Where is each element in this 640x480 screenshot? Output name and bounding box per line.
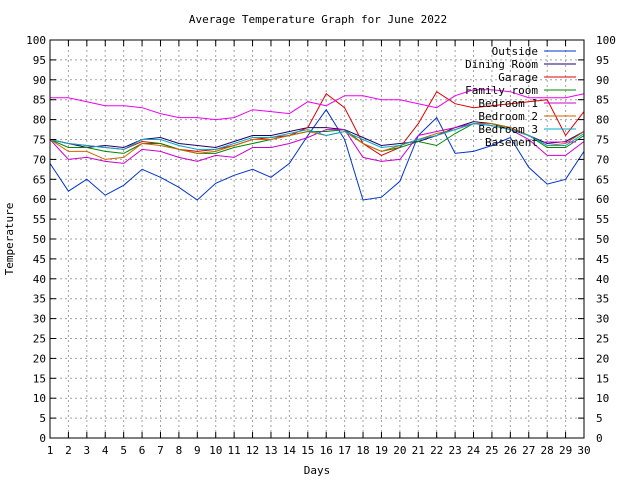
y-tick-label-right: 80 [596, 114, 609, 127]
y-tick-label-right: 15 [596, 372, 609, 385]
y-tick-label-right: 65 [596, 173, 609, 186]
y-tick-label-left: 80 [33, 114, 46, 127]
x-tick-label: 8 [176, 444, 183, 457]
y-tick-label-right: 25 [596, 333, 609, 346]
y-tick-label-left: 0 [39, 432, 46, 445]
chart-title: Average Temperature Graph for June 2022 [189, 13, 447, 26]
x-tick-label: 24 [467, 444, 481, 457]
x-tick-label: 12 [246, 444, 259, 457]
x-tick-label: 2 [65, 444, 72, 457]
x-tick-label: 4 [102, 444, 109, 457]
y-tick-label-right: 100 [596, 34, 616, 47]
y-tick-label-left: 45 [33, 253, 46, 266]
x-tick-label: 6 [139, 444, 146, 457]
x-tick-label: 17 [338, 444, 351, 457]
legend-label: Outside [492, 45, 538, 58]
x-tick-label: 13 [264, 444, 277, 457]
y-tick-label-left: 30 [33, 313, 46, 326]
y-axis-label: Temperature [3, 203, 16, 276]
x-tick-label: 3 [84, 444, 91, 457]
x-tick-label: 16 [320, 444, 333, 457]
y-tick-label-left: 10 [33, 392, 46, 405]
x-tick-label: 20 [393, 444, 406, 457]
y-tick-label-right: 85 [596, 94, 609, 107]
y-tick-label-right: 95 [596, 54, 609, 67]
series-line-basement [50, 89, 585, 121]
y-tick-label-left: 5 [39, 412, 46, 425]
x-tick-label: 26 [504, 444, 517, 457]
x-tick-label: 7 [157, 444, 164, 457]
x-tick-label: 23 [448, 444, 461, 457]
y-tick-label-right: 60 [596, 193, 609, 206]
y-tick-label-right: 20 [596, 352, 609, 365]
y-tick-label-right: 50 [596, 233, 609, 246]
y-tick-label-right: 35 [596, 293, 609, 306]
y-tick-label-left: 55 [33, 213, 46, 226]
y-tick-label-left: 35 [33, 293, 46, 306]
x-tick-label: 27 [522, 444, 535, 457]
y-tick-label-left: 90 [33, 74, 46, 87]
axis-ticks [49, 39, 585, 439]
x-tick-label: 28 [541, 444, 554, 457]
legend-label: Basement [485, 136, 538, 149]
y-tick-label-right: 5 [596, 412, 603, 425]
y-tick-label-left: 25 [33, 333, 46, 346]
y-tick-label-right: 40 [596, 273, 609, 286]
x-axis-label: Days [304, 464, 331, 477]
x-tick-label: 22 [430, 444, 443, 457]
x-tick-label: 9 [194, 444, 201, 457]
y-tick-label-right: 55 [596, 213, 609, 226]
x-tick-label: 25 [485, 444, 498, 457]
y-tick-label-left: 85 [33, 94, 46, 107]
y-tick-label-right: 75 [596, 134, 609, 147]
y-tick-label-left: 75 [33, 134, 46, 147]
x-tick-label: 18 [356, 444, 369, 457]
legend-label: Dining Room [465, 58, 538, 71]
legend-label: Bedroom 2 [478, 110, 538, 123]
y-tick-label-left: 40 [33, 273, 46, 286]
series-line-garage [49, 90, 585, 156]
legend-label: Family room [465, 84, 538, 97]
series-line-bedroom-2 [49, 123, 585, 160]
y-tick-label-left: 70 [33, 153, 46, 166]
grid-lines [50, 40, 584, 438]
y-tick-label-right: 90 [596, 74, 609, 87]
x-tick-label: 14 [283, 444, 297, 457]
y-tick-label-left: 65 [33, 173, 46, 186]
series-lines [49, 89, 585, 201]
y-tick-label-left: 50 [33, 233, 46, 246]
legend-label: Bedroom 1 [478, 97, 538, 110]
x-tick-label: 30 [577, 444, 590, 457]
y-tick-label-right: 30 [596, 313, 609, 326]
y-tick-label-left: 100 [26, 34, 46, 47]
x-tick-label: 1 [47, 444, 54, 457]
x-tick-label: 10 [209, 444, 222, 457]
x-tick-label: 11 [228, 444, 241, 457]
y-tick-label-right: 0 [596, 432, 603, 445]
legend-label: Garage [498, 71, 538, 84]
y-tick-label-left: 95 [33, 54, 46, 67]
y-tick-label-left: 20 [33, 352, 46, 365]
series-line-outside [49, 108, 585, 201]
x-tick-label: 5 [120, 444, 127, 457]
x-tick-label: 29 [559, 444, 572, 457]
x-tick-label: 19 [375, 444, 388, 457]
y-tick-label-left: 60 [33, 193, 46, 206]
y-tick-label-right: 45 [596, 253, 609, 266]
y-tick-label-right: 70 [596, 153, 609, 166]
y-tick-label-left: 15 [33, 372, 46, 385]
legend-label: Bedroom 3 [478, 123, 538, 136]
x-tick-label: 15 [301, 444, 314, 457]
x-tick-label: 21 [412, 444, 425, 457]
series-line-bedroom-3 [49, 123, 585, 150]
y-tick-label-right: 10 [596, 392, 609, 405]
